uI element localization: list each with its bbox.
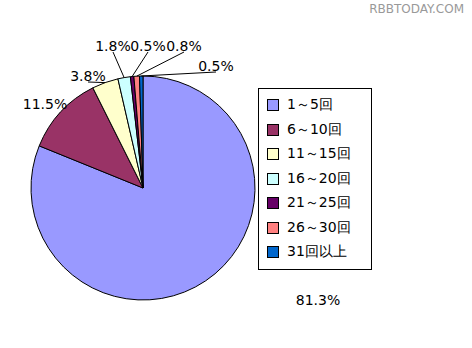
svg-text:0.5%: 0.5% <box>198 58 234 74</box>
html-text:16～20回: 16～20回 <box>287 169 351 186</box>
svg-text:0.8%: 0.8% <box>166 38 202 54</box>
html-text:31回以上: 31回以上 <box>287 243 347 260</box>
svg-text:11.5%: 11.5% <box>23 96 67 112</box>
html-text:1～5回: 1～5回 <box>287 96 333 113</box>
svg-text:3.8%: 3.8% <box>70 68 106 84</box>
svg-text:1.8%: 1.8% <box>95 38 131 54</box>
html-text:21～25回: 21～25回 <box>287 194 351 211</box>
html-text:RBBTODAY.COM: RBBTODAY.COM <box>369 2 464 16</box>
svg-text:81.3%: 81.3% <box>296 292 340 308</box>
html-text:11～15回: 11～15回 <box>287 145 351 162</box>
svg-text:0.5%: 0.5% <box>130 38 166 54</box>
html-text:6～10回: 6～10回 <box>287 120 342 137</box>
html-text:26～30回: 26～30回 <box>287 218 351 235</box>
